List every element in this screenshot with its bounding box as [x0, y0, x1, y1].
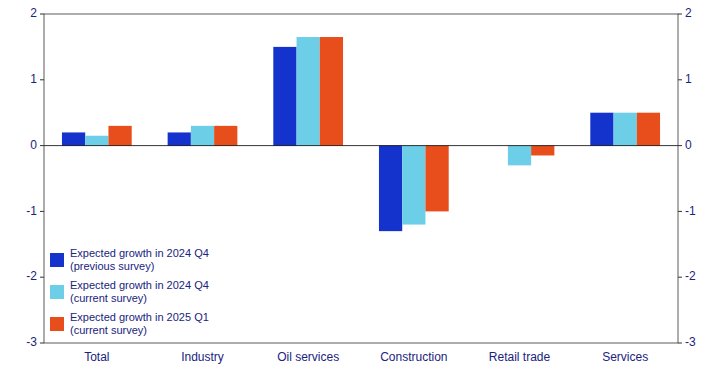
x-tick-label: Oil services	[277, 350, 339, 364]
y2-tick-label: 0	[685, 138, 692, 152]
x-tick-label: Industry	[181, 350, 224, 364]
y-tick	[40, 79, 44, 80]
bar	[637, 113, 660, 146]
y-tick	[40, 211, 44, 212]
x-tick-label: Total	[84, 350, 109, 364]
x-tick-label: Construction	[380, 350, 447, 364]
plot-background	[44, 14, 678, 343]
y2-tick	[678, 211, 682, 212]
bar	[214, 126, 237, 146]
x-tick-label: Services	[602, 350, 648, 364]
legend-label: Expected growth in 2024 Q4(previous surv…	[70, 247, 209, 272]
legend-swatch	[50, 317, 64, 331]
y-tick-label: -3	[26, 335, 37, 349]
legend-label-line: Expected growth in 2024 Q4	[70, 247, 209, 259]
bar	[425, 146, 448, 212]
y-tick	[40, 277, 44, 278]
y-tick-label: 2	[30, 6, 37, 20]
legend-swatch	[50, 253, 64, 267]
legend-label-line: Expected growth in 2024 Q4	[70, 279, 209, 291]
chart-svg: -3 -2 -1 0 1 2 -3 -2 -1 0 1 2 Total Industry Oil servi…	[0, 0, 722, 377]
y-tick-label: 0	[30, 138, 37, 152]
bar	[297, 37, 320, 146]
y-tick	[40, 14, 44, 15]
plot-frame	[44, 14, 678, 343]
bar	[108, 126, 131, 146]
y2-tick	[678, 79, 682, 80]
bar	[402, 146, 425, 225]
y-tick-label: -1	[26, 204, 37, 218]
legend-label-line: (current survey)	[70, 292, 147, 304]
y2-tick	[678, 14, 682, 15]
y2-tick	[678, 145, 682, 146]
bar	[531, 146, 554, 156]
y2-tick-label: -2	[685, 269, 696, 283]
legend-label: Expected growth in 2025 Q1(current surve…	[70, 311, 209, 336]
bar	[614, 113, 637, 146]
y-tick-label: -2	[26, 269, 37, 283]
bar	[273, 47, 296, 146]
legend: Expected growth in 2024 Q4(previous surv…	[50, 247, 209, 336]
bar	[508, 146, 531, 166]
bar	[379, 146, 402, 232]
y2-tick-label: -1	[685, 204, 696, 218]
y2-tick-label: 1	[685, 72, 692, 86]
y2-tick-label: -3	[685, 335, 696, 349]
legend-label-line: Expected growth in 2025 Q1	[70, 311, 209, 323]
y2-tick	[678, 277, 682, 278]
chart-container: -3 -2 -1 0 1 2 -3 -2 -1 0 1 2 Total Industry Oil servi…	[0, 0, 722, 377]
legend-label: Expected growth in 2024 Q4(current surve…	[70, 279, 209, 304]
legend-label-line: (current survey)	[70, 324, 147, 336]
zero-line	[44, 145, 678, 146]
bar	[320, 37, 343, 146]
bar	[168, 132, 191, 145]
bars	[62, 37, 660, 231]
bar	[590, 113, 613, 146]
bar	[62, 132, 85, 145]
x-tick-label: Retail trade	[489, 350, 551, 364]
legend-label-line: (previous survey)	[70, 260, 154, 272]
y2-tick-label: 2	[685, 6, 692, 20]
y-tick	[40, 343, 44, 344]
y-tick	[40, 145, 44, 146]
y-tick-label: 1	[30, 72, 37, 86]
bar	[191, 126, 214, 146]
bar	[85, 136, 108, 146]
y2-tick	[678, 343, 682, 344]
legend-swatch	[50, 285, 64, 299]
